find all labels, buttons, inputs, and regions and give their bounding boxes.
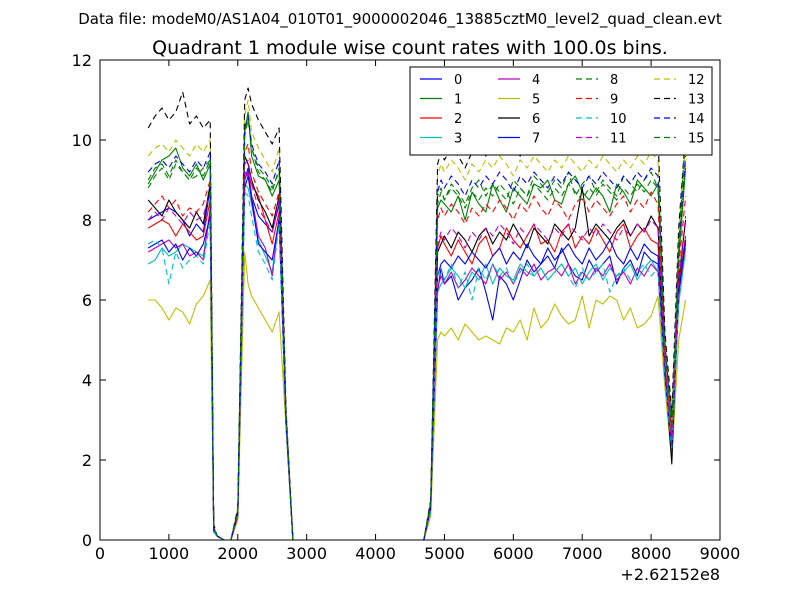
- legend-label-1: 1: [454, 93, 462, 108]
- legend-label-6: 6: [532, 112, 540, 127]
- series-line-0: [147, 167, 687, 540]
- y-tick-label: 4: [82, 371, 92, 390]
- y-tick-label: 2: [82, 451, 92, 470]
- legend-box: [409, 66, 713, 156]
- legend-label-7: 7: [532, 132, 540, 147]
- x-tick-label: 1000: [149, 544, 190, 563]
- legend-label-9: 9: [610, 93, 618, 108]
- series-line-2: [147, 171, 687, 540]
- series-line-8: [147, 119, 687, 540]
- series-line-3: [147, 183, 687, 540]
- x-tick-label: 7000: [562, 544, 603, 563]
- x-tick-label: 5000: [424, 544, 465, 563]
- legend-label-2: 2: [454, 112, 462, 127]
- y-tick-label: 12: [72, 51, 92, 70]
- legend-label-4: 4: [532, 73, 540, 88]
- series-line-6: [147, 155, 687, 540]
- x-tick-label: 9000: [700, 544, 741, 563]
- series-line-14: [147, 115, 687, 540]
- y-tick-label: 0: [82, 531, 92, 550]
- x-tick-label: 0: [95, 544, 105, 563]
- series-line-1: [147, 111, 687, 540]
- series-line-9: [147, 143, 687, 540]
- x-tick-label: 2000: [217, 544, 258, 563]
- legend-label-0: 0: [454, 73, 462, 88]
- series-line-11: [147, 159, 687, 540]
- chart-title: Quadrant 1 module wise count rates with …: [152, 37, 668, 59]
- data-file-suptitle: Data file: modeM0/AS1A04_010T01_90000020…: [78, 10, 722, 29]
- x-tick-label: 4000: [355, 544, 396, 563]
- series-line-13: [147, 87, 687, 540]
- axes: 0 1000 2000 3000 4000 5000 6000 7000 8000 9000 0 2 4…: [72, 51, 741, 563]
- x-tick-label: 3000: [286, 544, 327, 563]
- y-tick-label: 10: [72, 131, 92, 150]
- legend-label-8: 8: [610, 73, 618, 88]
- legend-label-10: 10: [610, 112, 627, 127]
- legend-label-12: 12: [688, 73, 705, 88]
- y-tick-label: 6: [82, 291, 92, 310]
- x-offset-label: +2.62152e8: [620, 565, 720, 584]
- legend-label-11: 11: [610, 132, 627, 147]
- x-tick-label: 8000: [631, 544, 672, 563]
- series-line-7: [147, 175, 687, 540]
- series-line-12: [147, 99, 687, 540]
- plot-area: [147, 87, 687, 540]
- series-line-5: [148, 251, 687, 540]
- legend-label-3: 3: [454, 132, 462, 147]
- y-tick-label: 8: [82, 211, 92, 230]
- series-line-15: [147, 115, 687, 540]
- series-line-10: [147, 191, 687, 540]
- legend-label-15: 15: [688, 132, 705, 147]
- x-tick-label: 6000: [493, 544, 534, 563]
- legend-label-5: 5: [532, 93, 540, 108]
- legend-label-13: 13: [688, 93, 705, 108]
- series-line-4: [147, 171, 687, 540]
- legend-label-14: 14: [688, 112, 705, 127]
